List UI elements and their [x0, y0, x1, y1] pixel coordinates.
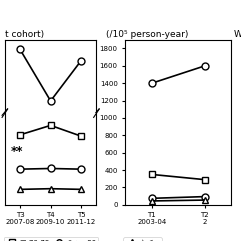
- Legend: △ <=: △ <=: [123, 237, 162, 241]
- Text: (/10⁵ person-year): (/10⁵ person-year): [106, 30, 189, 39]
- Text: Wo: Wo: [234, 30, 241, 39]
- Text: t cohort): t cohort): [5, 30, 44, 39]
- Legend: □ 70-79, ○ >=80: □ 70-79, ○ >=80: [4, 237, 98, 241]
- Text: **: **: [10, 145, 23, 158]
